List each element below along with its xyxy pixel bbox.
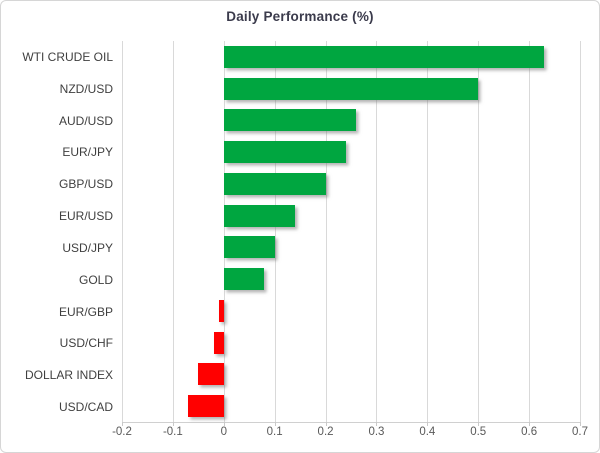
bar-row <box>122 295 580 327</box>
chart-title: Daily Performance (%) <box>226 9 374 24</box>
x-tick-label: -0.2 <box>112 426 132 438</box>
tick-mark <box>376 422 378 426</box>
bar-row <box>122 200 580 232</box>
bar-row <box>122 359 580 391</box>
bar-usd-jpy <box>223 236 275 259</box>
tick-mark <box>529 422 531 426</box>
x-axis: -0.2 -0.1 0 0.1 0.2 0.3 0.4 0.5 0.6 0.7 <box>112 426 588 444</box>
category-label: EUR/USD <box>58 209 113 224</box>
bar-usd-cad <box>188 395 224 418</box>
bar-row <box>122 105 580 137</box>
bar-usd-chf <box>213 331 224 354</box>
x-tick-label: 0.1 <box>266 426 283 438</box>
category-axis: WTI CRUDE OIL NZD/USD AUD/USD EUR/JPY GBP/US… <box>1 41 113 423</box>
x-tick-label: 0.6 <box>521 426 538 438</box>
tick-mark <box>122 422 123 426</box>
category-label: GBP/USD <box>58 177 113 192</box>
x-tick-label: 0.2 <box>317 426 334 438</box>
tick-mark <box>223 422 225 426</box>
gridline <box>325 41 327 422</box>
gridline <box>274 41 276 422</box>
bar-row <box>122 327 580 359</box>
tick-mark <box>478 422 480 426</box>
bar-row <box>122 390 580 422</box>
x-tick-label: 0.3 <box>368 426 385 438</box>
gridline <box>122 41 123 422</box>
gridline <box>478 41 480 422</box>
gridline <box>580 41 581 422</box>
category-label: NZD/USD <box>59 81 113 96</box>
tick-mark <box>274 422 276 426</box>
bar-gbp-usd <box>223 172 326 195</box>
category-label: EUR/GBP <box>58 304 113 319</box>
tick-mark <box>580 422 581 426</box>
gridline <box>223 41 225 422</box>
plot-area <box>122 41 581 426</box>
tick-mark <box>427 422 429 426</box>
x-tick-label: 0.5 <box>470 426 487 438</box>
x-tick-label: -0.1 <box>162 426 183 438</box>
bar-dollar-index <box>198 363 224 386</box>
bar-row <box>122 168 580 200</box>
bar-eur-gbp <box>218 299 224 322</box>
bar-row <box>122 136 580 168</box>
bar-eur-usd <box>223 204 295 227</box>
category-label: AUD/USD <box>58 113 113 128</box>
category-label: USD/CAD <box>58 400 113 415</box>
x-tick-label: 0.7 <box>572 426 588 438</box>
bar-row <box>122 232 580 264</box>
category-label: USD/CHF <box>59 336 113 351</box>
bar-wti-crude-oil <box>223 45 545 68</box>
bar-nzd-usd <box>223 77 479 100</box>
bar-row <box>122 41 580 73</box>
category-label: GOLD <box>78 272 113 287</box>
category-label: USD/JPY <box>62 240 113 255</box>
gridline <box>529 41 531 422</box>
gridline <box>376 41 378 422</box>
x-tick-label: 0.4 <box>419 426 436 438</box>
tick-mark <box>172 422 174 426</box>
bar-row <box>122 73 580 105</box>
bar-row <box>122 263 580 295</box>
category-label: DOLLAR INDEX <box>24 368 113 383</box>
bar-eur-jpy <box>223 141 346 164</box>
x-tick-label: 0 <box>220 426 227 438</box>
category-label: EUR/JPY <box>62 145 113 160</box>
gridline <box>172 41 174 422</box>
category-label: WTI CRUDE OIL <box>22 49 113 64</box>
tick-mark <box>325 422 327 426</box>
bar-aud-usd <box>223 109 357 132</box>
gridline <box>427 41 429 422</box>
bar-gold <box>223 268 265 291</box>
